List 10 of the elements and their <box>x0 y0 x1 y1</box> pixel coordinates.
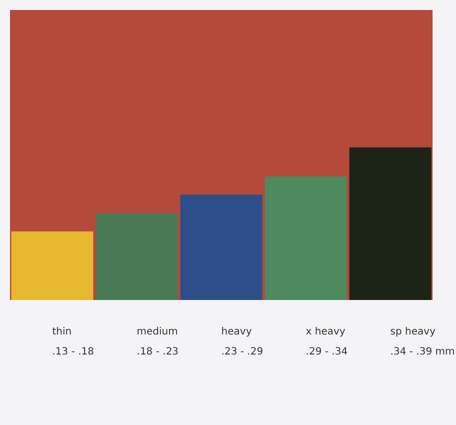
x-tick-label: sp heavy .34 - .39 mm <box>390 326 455 358</box>
x-tick-label: x heavy .29 - .34 <box>306 326 348 358</box>
x-tick-label: medium .18 - .23 <box>136 326 179 358</box>
bar <box>180 194 262 300</box>
x-tick-label: thin .13 - .18 <box>52 326 94 358</box>
x-tick-label: heavy .23 - .29 <box>221 326 264 358</box>
bar <box>96 213 178 300</box>
bar <box>11 231 94 300</box>
bar <box>349 147 432 300</box>
bar <box>264 176 347 300</box>
